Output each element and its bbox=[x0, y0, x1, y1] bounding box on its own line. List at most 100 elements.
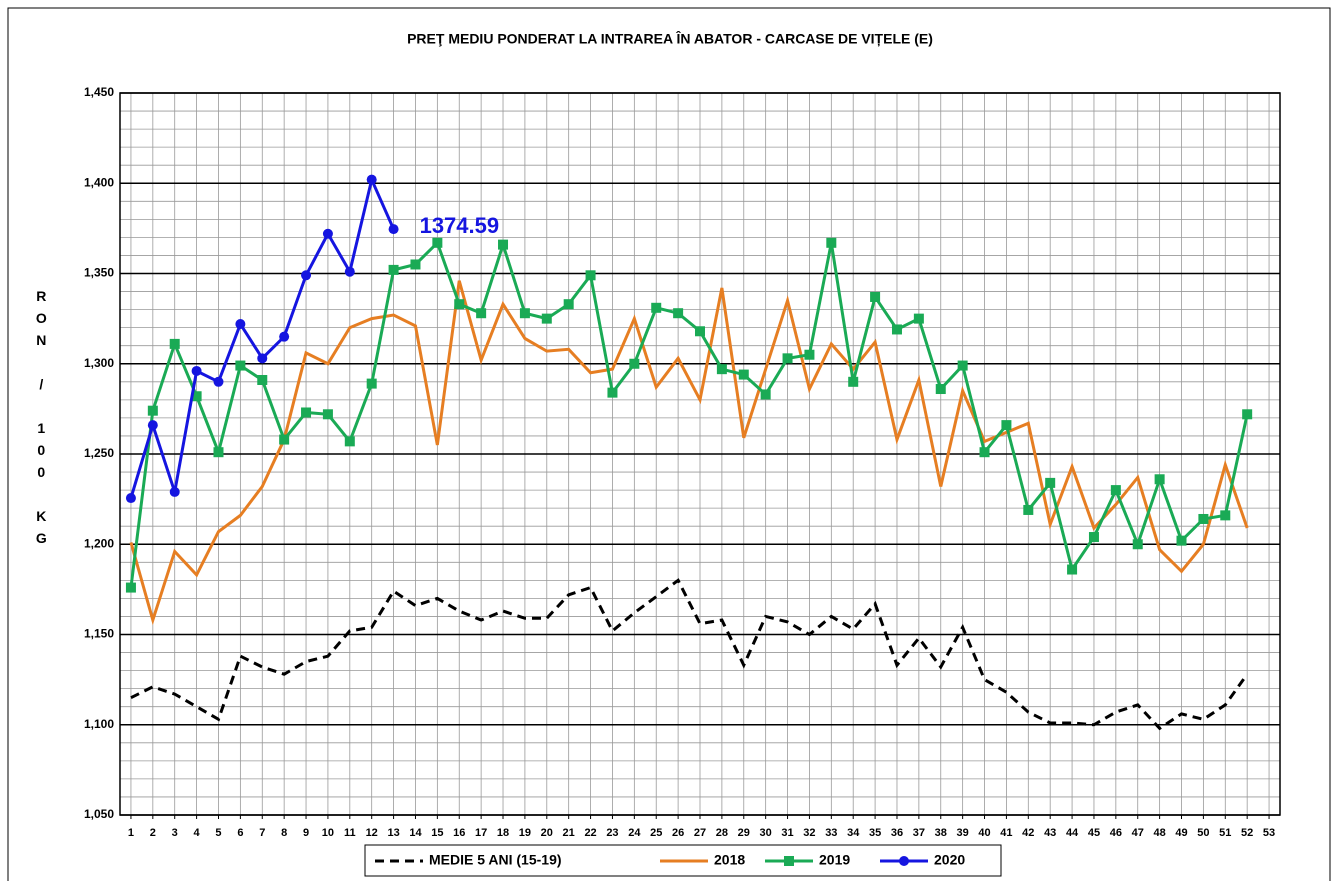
data-point bbox=[301, 270, 312, 281]
data-point bbox=[498, 239, 509, 250]
data-point bbox=[1110, 485, 1121, 496]
data-point bbox=[213, 447, 224, 458]
x-tick-label: 28 bbox=[716, 827, 728, 839]
data-point bbox=[147, 420, 158, 431]
y-tick-label: 1,050 bbox=[84, 807, 114, 821]
data-point bbox=[388, 264, 399, 275]
data-point bbox=[257, 353, 268, 364]
series-line bbox=[129, 239, 1249, 588]
y-tick-label: 1,350 bbox=[84, 266, 114, 280]
data-point bbox=[322, 228, 333, 239]
data-point bbox=[125, 493, 136, 504]
annotation: 1374.59 bbox=[420, 213, 500, 238]
legend-label: 2019 bbox=[819, 852, 850, 868]
x-tick-label: 48 bbox=[1153, 827, 1165, 839]
x-tick-label: 23 bbox=[606, 827, 618, 839]
data-point bbox=[366, 378, 377, 389]
y-tick-label: 1,100 bbox=[84, 717, 114, 731]
x-tick-label: 12 bbox=[366, 827, 378, 839]
x-tick-label: 38 bbox=[935, 827, 947, 839]
data-point bbox=[1001, 420, 1012, 431]
y-tick-label: 1,150 bbox=[84, 627, 114, 641]
data-point bbox=[738, 369, 749, 380]
x-tick-label: 3 bbox=[172, 827, 178, 839]
x-tick-label: 44 bbox=[1066, 827, 1079, 839]
x-tick-label: 26 bbox=[672, 827, 684, 839]
data-point bbox=[673, 308, 684, 319]
data-point bbox=[454, 299, 465, 310]
plot-frame bbox=[119, 92, 1281, 816]
data-point bbox=[607, 387, 618, 398]
data-point bbox=[1045, 477, 1056, 488]
x-tick-label: 42 bbox=[1022, 827, 1034, 839]
x-tick-label: 20 bbox=[541, 827, 553, 839]
data-point bbox=[169, 486, 180, 497]
y-axis-label: RON / 100 KG bbox=[33, 288, 49, 552]
x-tick-label: 5 bbox=[215, 827, 221, 839]
data-point bbox=[344, 266, 355, 277]
x-tick-label: 24 bbox=[628, 827, 641, 839]
data-point bbox=[913, 313, 924, 324]
data-point bbox=[1198, 513, 1209, 524]
x-tick-label: 21 bbox=[563, 827, 575, 839]
x-tick-label: 15 bbox=[431, 827, 443, 839]
data-point bbox=[760, 389, 771, 400]
x-tick-label: 7 bbox=[259, 827, 265, 839]
x-tick-label: 9 bbox=[303, 827, 309, 839]
x-tick-label: 46 bbox=[1110, 827, 1122, 839]
x-tick-label: 29 bbox=[738, 827, 750, 839]
data-point bbox=[279, 434, 290, 445]
series-line bbox=[130, 578, 1249, 731]
x-tick-label: 18 bbox=[497, 827, 509, 839]
legend-marker bbox=[899, 856, 909, 866]
data-point bbox=[147, 405, 158, 416]
data-point bbox=[826, 237, 837, 248]
x-tick-label: 39 bbox=[957, 827, 969, 839]
x-tick-label: 50 bbox=[1197, 827, 1209, 839]
y-tick-label: 1,250 bbox=[84, 446, 114, 460]
data-point bbox=[191, 391, 202, 402]
x-tick-label: 13 bbox=[387, 827, 399, 839]
legend-label: MEDIE 5 ANI (15-19) bbox=[429, 852, 562, 868]
y-tick-label: 1,400 bbox=[84, 175, 114, 189]
series-line bbox=[129, 280, 1249, 626]
data-point bbox=[935, 384, 946, 395]
x-tick-label: 36 bbox=[891, 827, 903, 839]
x-tick-label: 41 bbox=[1000, 827, 1012, 839]
data-point bbox=[1154, 474, 1165, 485]
data-point bbox=[388, 224, 399, 235]
data-point bbox=[235, 319, 246, 330]
data-point bbox=[1023, 504, 1034, 515]
data-point bbox=[1088, 532, 1099, 543]
data-point bbox=[848, 376, 859, 387]
x-tick-label: 27 bbox=[694, 827, 706, 839]
data-point bbox=[957, 360, 968, 371]
legend-marker bbox=[784, 856, 794, 866]
data-point bbox=[169, 338, 180, 349]
x-tick-label: 40 bbox=[978, 827, 990, 839]
data-point bbox=[782, 353, 793, 364]
x-tick-label: 19 bbox=[519, 827, 531, 839]
data-point bbox=[695, 326, 705, 337]
data-point bbox=[891, 324, 902, 335]
x-tick-label: 14 bbox=[409, 827, 422, 839]
x-tick-label: 33 bbox=[825, 827, 837, 839]
data-point bbox=[585, 270, 596, 281]
data-point bbox=[629, 358, 640, 369]
data-point bbox=[279, 331, 290, 342]
x-tick-label: 34 bbox=[847, 827, 860, 839]
x-tick-label: 53 bbox=[1263, 827, 1275, 839]
chart-title: PREŢ MEDIU PONDERAT LA INTRAREA ÎN ABATO… bbox=[407, 30, 933, 47]
x-tick-label: 25 bbox=[650, 827, 662, 839]
x-tick-label: 2 bbox=[150, 827, 156, 839]
x-tick-label: 6 bbox=[237, 827, 243, 839]
y-tick-label: 1,450 bbox=[84, 85, 114, 99]
data-point bbox=[213, 376, 224, 387]
x-tick-label: 35 bbox=[869, 827, 881, 839]
data-point bbox=[804, 349, 815, 360]
data-point bbox=[476, 308, 487, 319]
x-tick-label: 49 bbox=[1175, 827, 1187, 839]
data-point bbox=[322, 409, 333, 420]
data-point bbox=[432, 237, 443, 248]
